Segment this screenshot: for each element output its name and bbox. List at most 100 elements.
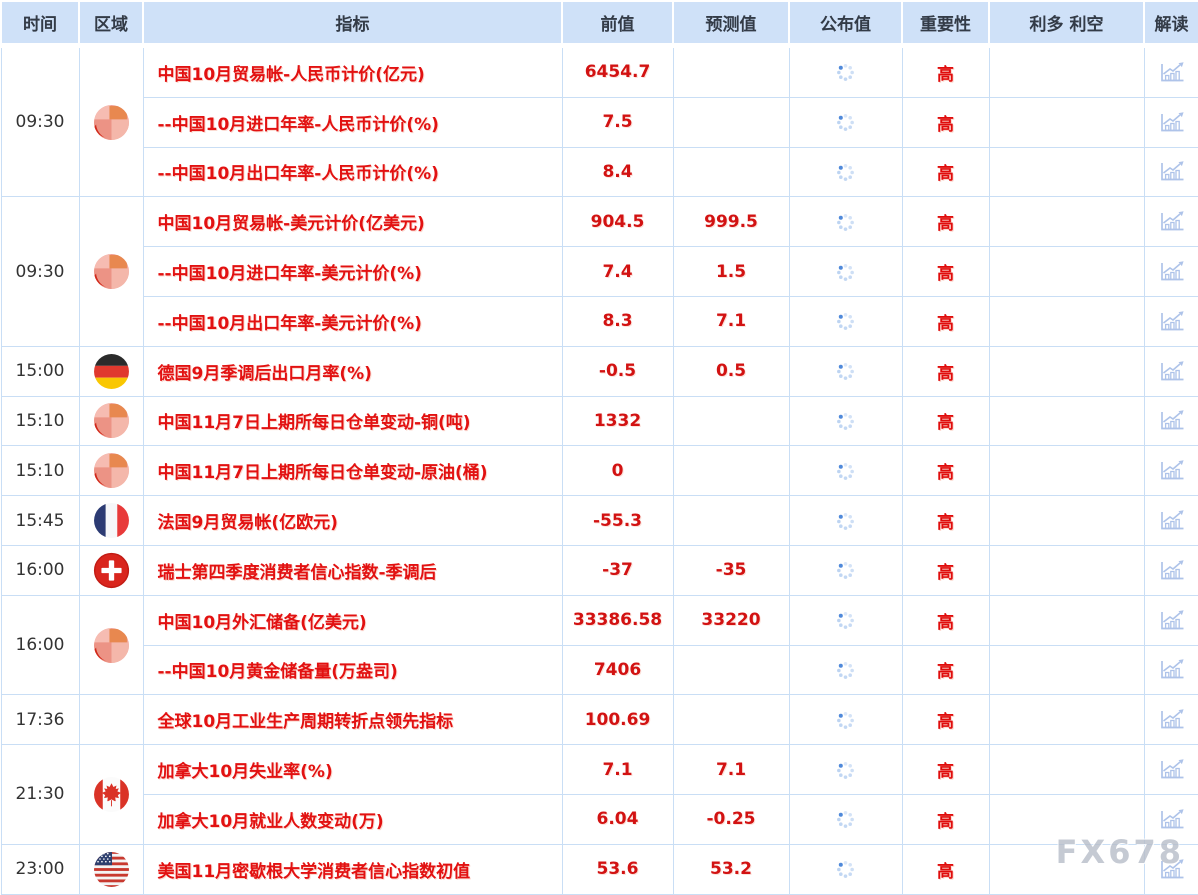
- importance-badge: 高: [901, 694, 990, 746]
- importance-badge: 高: [901, 45, 990, 98]
- time-cell: 15:10: [0, 395, 80, 447]
- published-value-cell: [788, 45, 903, 98]
- chart-icon[interactable]: [1158, 508, 1186, 533]
- bullish-bearish-cell: [988, 594, 1145, 646]
- interpretation-cell[interactable]: [1143, 843, 1198, 895]
- loading-spinner-icon: [836, 810, 855, 829]
- indicator-link[interactable]: --中国10月出口年率-美元计价(%): [142, 295, 563, 347]
- indicator-link[interactable]: --中国10月进口年率-美元计价(%): [142, 246, 563, 297]
- indicator-link[interactable]: 中国10月贸易帐-美元计价(亿美元): [142, 196, 563, 248]
- indicator-link[interactable]: --中国10月进口年率-人民币计价(%): [142, 96, 563, 148]
- chart-icon[interactable]: [1158, 408, 1186, 433]
- forecast-value: [672, 146, 790, 198]
- flag-germany-icon: [93, 353, 130, 390]
- time-cell: 16:00: [0, 594, 80, 696]
- interpretation-cell[interactable]: [1143, 793, 1198, 845]
- interpretation-cell[interactable]: [1143, 694, 1198, 746]
- previous-value: 53.6: [561, 843, 674, 895]
- chart-icon[interactable]: [1158, 309, 1186, 334]
- chart-icon[interactable]: [1158, 359, 1186, 384]
- time-cell: 15:45: [0, 495, 80, 546]
- indicator-link[interactable]: 中国10月贸易帐-人民币计价(亿元): [142, 45, 563, 98]
- chart-icon[interactable]: [1158, 558, 1186, 583]
- indicator-link[interactable]: 中国11月7日上期所每日仓单变动-原油(桶): [142, 445, 563, 497]
- interpretation-cell[interactable]: [1143, 246, 1198, 297]
- forecast-value: -0.25: [672, 793, 790, 845]
- indicator-link[interactable]: 中国11月7日上期所每日仓单变动-铜(吨): [142, 395, 563, 447]
- interpretation-cell[interactable]: [1143, 544, 1198, 596]
- indicator-link[interactable]: --中国10月黄金储备量(万盎司): [142, 644, 563, 696]
- indicator-link[interactable]: 中国10月外汇储备(亿美元): [142, 594, 563, 646]
- chart-icon[interactable]: [1158, 757, 1186, 782]
- indicator-link[interactable]: 瑞士第四季度消费者信心指数-季调后: [142, 544, 563, 596]
- chart-icon[interactable]: [1158, 259, 1186, 284]
- interpretation-cell[interactable]: [1143, 45, 1198, 98]
- interpretation-cell[interactable]: [1143, 445, 1198, 497]
- indicator-link[interactable]: 加拿大10月就业人数变动(万): [142, 793, 563, 845]
- flag-china-icon: [93, 253, 130, 290]
- importance-badge: 高: [901, 744, 990, 795]
- bullish-bearish-cell: [988, 395, 1145, 447]
- interpretation-cell[interactable]: [1143, 395, 1198, 447]
- loading-spinner-icon: [836, 263, 855, 282]
- col-header-bull-bear: 利多 利空: [988, 0, 1145, 48]
- loading-spinner-icon: [836, 661, 855, 680]
- indicator-link[interactable]: 法国9月贸易帐(亿欧元): [142, 495, 563, 546]
- importance-badge: 高: [901, 146, 990, 198]
- indicator-link[interactable]: 全球10月工业生产周期转折点领先指标: [142, 694, 563, 746]
- bullish-bearish-cell: [988, 146, 1145, 198]
- loading-spinner-icon: [836, 312, 855, 331]
- previous-value: -55.3: [561, 495, 674, 546]
- time-cell: 17:36: [0, 694, 80, 746]
- table-row: 15:10 中国11月7日上期所每日仓单变动-原油(桶) 0 高: [0, 445, 1198, 497]
- importance-badge: 高: [901, 843, 990, 895]
- bullish-bearish-cell: [988, 644, 1145, 696]
- chart-icon[interactable]: [1158, 159, 1186, 184]
- loading-spinner-icon: [836, 163, 855, 182]
- bullish-bearish-cell: [988, 495, 1145, 546]
- chart-icon[interactable]: [1158, 707, 1186, 732]
- col-header-previous: 前值: [561, 0, 674, 48]
- col-header-forecast: 预测值: [672, 0, 790, 48]
- table-row: --中国10月黄金储备量(万盎司) 7406 高: [1, 644, 1198, 696]
- interpretation-cell[interactable]: [1143, 594, 1198, 646]
- forecast-value: [672, 644, 790, 696]
- previous-value: 904.5: [561, 196, 674, 248]
- importance-badge: 高: [901, 345, 990, 397]
- indicator-link[interactable]: 加拿大10月失业率(%): [142, 744, 563, 795]
- interpretation-cell[interactable]: [1143, 744, 1198, 795]
- importance-badge: 高: [901, 295, 990, 347]
- indicator-link[interactable]: 美国11月密歇根大学消费者信心指数初值: [142, 843, 563, 895]
- chart-icon[interactable]: [1158, 458, 1186, 483]
- chart-icon[interactable]: [1158, 807, 1186, 832]
- interpretation-cell[interactable]: [1143, 295, 1198, 347]
- chart-icon[interactable]: [1158, 608, 1186, 633]
- published-value-cell: [788, 246, 903, 297]
- chart-icon[interactable]: [1158, 209, 1186, 234]
- interpretation-cell[interactable]: [1143, 495, 1198, 546]
- previous-value: 7.5: [561, 96, 674, 148]
- loading-spinner-icon: [836, 611, 855, 630]
- col-header-region: 区域: [78, 0, 144, 48]
- loading-spinner-icon: [836, 362, 855, 381]
- importance-badge: 高: [901, 544, 990, 596]
- indicator-link[interactable]: --中国10月出口年率-人民币计价(%): [142, 146, 563, 198]
- interpretation-cell[interactable]: [1143, 96, 1198, 148]
- interpretation-cell[interactable]: [1143, 644, 1198, 696]
- previous-value: 33386.58: [561, 594, 674, 646]
- table-row: --中国10月进口年率-人民币计价(%) 7.5 高: [1, 96, 1198, 148]
- chart-icon[interactable]: [1158, 857, 1186, 882]
- region-cell-empty: [78, 694, 144, 746]
- chart-icon[interactable]: [1158, 657, 1186, 682]
- interpretation-cell[interactable]: [1143, 345, 1198, 397]
- chart-icon[interactable]: [1158, 60, 1186, 85]
- indicator-link[interactable]: 德国9月季调后出口月率(%): [142, 345, 563, 397]
- interpretation-cell[interactable]: [1143, 196, 1198, 248]
- forecast-value: [672, 45, 790, 98]
- bullish-bearish-cell: [988, 843, 1145, 895]
- bullish-bearish-cell: [988, 196, 1145, 248]
- time-cell: 09:30: [0, 196, 80, 347]
- chart-icon[interactable]: [1158, 110, 1186, 135]
- interpretation-cell[interactable]: [1143, 146, 1198, 198]
